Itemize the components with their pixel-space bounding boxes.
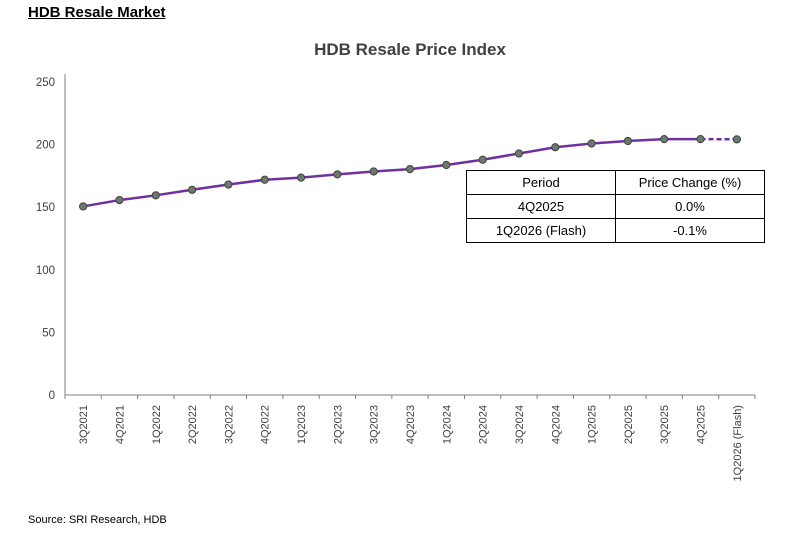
table-row: 4Q2025 0.0% — [466, 194, 765, 219]
price-line — [82, 137, 701, 208]
data-point — [405, 165, 415, 174]
svg-text:1Q2023: 1Q2023 — [296, 405, 308, 444]
page-title: HDB Resale Market — [28, 4, 166, 21]
table-cell-change: -0.1% — [615, 218, 765, 243]
axes — [64, 74, 756, 399]
data-point — [696, 134, 705, 144]
data-point — [115, 195, 124, 205]
chart-title: HDB Resale Price Index — [314, 40, 506, 59]
price-change-table: Period Price Change (%) 4Q2025 0.0% 1Q20… — [466, 170, 765, 243]
table-cell-period: 1Q2026 (Flash) — [466, 218, 616, 243]
table-cell-period: 4Q2025 — [466, 194, 616, 219]
svg-text:2Q2024: 2Q2024 — [478, 405, 490, 444]
data-point — [188, 185, 197, 194]
svg-text:3Q2025: 3Q2025 — [659, 405, 671, 444]
svg-text:3Q2022: 3Q2022 — [223, 405, 235, 444]
data-point — [296, 173, 306, 182]
svg-text:150: 150 — [36, 202, 55, 214]
data-point — [551, 143, 560, 152]
x-axis-labels: 3Q2021 4Q2021 1Q2022 2Q2022 3Q2022 4Q2022 1Q20… — [78, 405, 744, 481]
data-points — [79, 134, 741, 211]
data-point — [623, 136, 632, 146]
svg-text:200: 200 — [36, 140, 55, 152]
svg-text:50: 50 — [42, 327, 55, 339]
y-axis-labels: 0 50 100 150 200 250 — [36, 77, 55, 402]
table-row: 1Q2026 (Flash) -0.1% — [466, 218, 765, 243]
svg-text:250: 250 — [36, 77, 55, 89]
svg-text:4Q2023: 4Q2023 — [405, 405, 417, 444]
data-point — [514, 149, 524, 158]
table-header-period: Period — [466, 170, 616, 195]
svg-text:3Q2021: 3Q2021 — [78, 405, 90, 444]
svg-text:2Q2023: 2Q2023 — [332, 405, 344, 444]
table-cell-change: 0.0% — [615, 194, 765, 219]
data-point — [260, 175, 269, 184]
source-note: Source: SRI Research, HDB — [28, 514, 167, 526]
svg-text:4Q2024: 4Q2024 — [550, 405, 562, 444]
svg-text:2Q2022: 2Q2022 — [187, 405, 199, 444]
table-header-row: Period Price Change (%) — [466, 170, 765, 195]
svg-text:4Q2022: 4Q2022 — [260, 405, 272, 444]
svg-text:4Q2021: 4Q2021 — [114, 405, 126, 444]
data-point — [224, 180, 233, 189]
data-point — [79, 202, 88, 211]
data-point — [333, 170, 342, 179]
svg-text:3Q2024: 3Q2024 — [514, 405, 526, 444]
data-point — [151, 191, 160, 200]
svg-text:1Q2026 (Flash): 1Q2026 (Flash) — [732, 405, 744, 481]
svg-text:1Q2025: 1Q2025 — [587, 405, 599, 444]
svg-text:4Q2025: 4Q2025 — [696, 405, 708, 444]
data-point — [732, 135, 741, 144]
data-point — [369, 167, 378, 176]
svg-text:2Q2025: 2Q2025 — [623, 405, 635, 444]
data-point — [478, 155, 487, 164]
data-point — [587, 139, 596, 148]
svg-text:3Q2023: 3Q2023 — [369, 405, 381, 444]
data-point — [442, 160, 451, 170]
svg-text:100: 100 — [36, 265, 55, 277]
data-point — [660, 134, 669, 144]
table-header-price-change: Price Change (%) — [615, 170, 765, 195]
svg-text:1Q2024: 1Q2024 — [441, 405, 453, 444]
svg-text:0: 0 — [49, 390, 55, 402]
svg-text:1Q2022: 1Q2022 — [151, 405, 163, 444]
